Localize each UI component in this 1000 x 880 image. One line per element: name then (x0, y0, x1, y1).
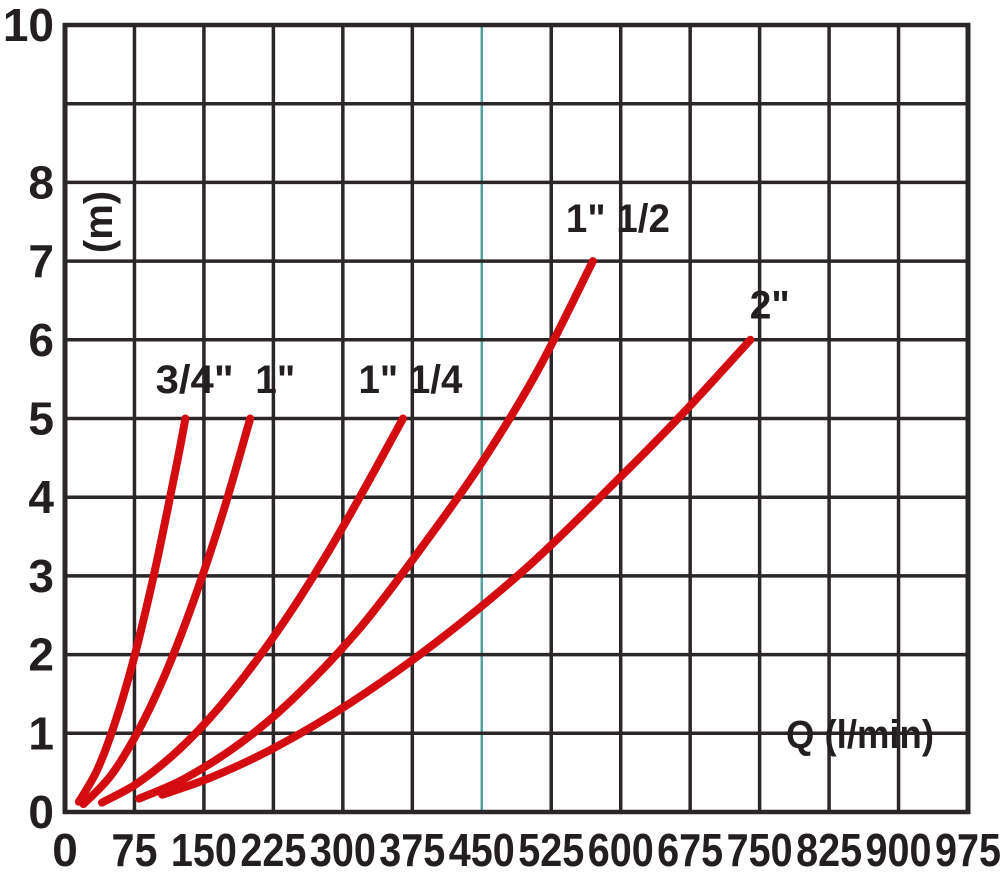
curve-2-label: 2" (750, 283, 790, 327)
y-tick-label-1: 1 (28, 707, 54, 759)
x-axis-title: Q (l/min) (786, 713, 934, 757)
x-tick-label-600: 600 (588, 824, 654, 875)
y-tick-label-0: 0 (28, 786, 54, 838)
x-tick-label-450: 450 (449, 824, 515, 875)
x-tick-label-150: 150 (171, 824, 237, 875)
x-tick-label-300: 300 (310, 824, 376, 875)
y-tick-label-2: 2 (28, 629, 54, 681)
x-tick-label-225: 225 (240, 824, 306, 875)
y-tick-label-4: 4 (28, 471, 54, 523)
x-tick-label-525: 525 (518, 824, 584, 875)
curve-1-1-4 (98, 414, 407, 807)
x-tick-label-375: 375 (379, 824, 445, 875)
curve-3-4 (74, 414, 190, 806)
y-tick-label-6: 6 (28, 314, 54, 366)
y-tick-label-7: 7 (28, 235, 54, 287)
curve-1-label: 1" (255, 358, 295, 402)
curve-1-1-2 (135, 257, 597, 803)
x-tick-label-900: 900 (866, 824, 932, 875)
curve-3-4-label: 3/4" (156, 358, 234, 402)
y-tick-label-10: 10 (3, 0, 54, 51)
y-tick-label-3: 3 (28, 550, 54, 602)
curve-1-1-4-label: 1" 1/4 (358, 358, 463, 402)
y-axis-title: (m) (77, 191, 121, 253)
y-tick-label-5: 5 (28, 393, 54, 445)
x-tick-label-750: 750 (727, 824, 793, 875)
x-tick-label-75: 75 (111, 824, 157, 875)
x-tick-label-675: 675 (657, 824, 723, 875)
x-tick-label-825: 825 (796, 824, 862, 875)
x-tick-label-0: 0 (52, 824, 78, 875)
curve-1 (79, 414, 255, 809)
curve-2 (158, 335, 755, 799)
y-tick-label-8: 8 (28, 156, 54, 208)
x-tick-label-975: 975 (935, 824, 1000, 875)
curve-1-1-2-label: 1" 1/2 (566, 197, 670, 241)
